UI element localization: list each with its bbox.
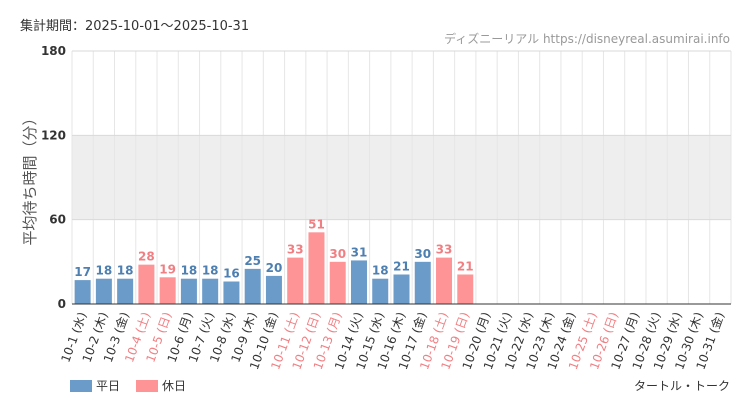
y-tick-120: 120	[41, 128, 66, 142]
value-label-11: 33	[287, 243, 304, 257]
value-label-3: 18	[117, 264, 134, 278]
value-label-13: 30	[329, 247, 346, 261]
legend-swatch-holiday	[136, 380, 158, 392]
value-label-5: 19	[159, 262, 176, 276]
bar-6	[180, 278, 197, 304]
y-tick-180: 180	[41, 44, 66, 58]
legend-label-weekday: 平日	[96, 379, 120, 393]
value-label-1: 17	[74, 265, 91, 279]
value-label-15: 18	[372, 264, 389, 278]
source-label: ディズニーリアル https://disneyreal.asumirai.inf…	[444, 31, 730, 46]
value-label-17: 30	[414, 247, 431, 261]
bar-12	[308, 232, 325, 304]
bar-18	[436, 257, 453, 304]
band-0	[72, 135, 731, 220]
bar-13	[329, 261, 346, 304]
value-label-10: 20	[266, 261, 283, 275]
bar-11	[287, 257, 304, 304]
value-label-18: 33	[436, 243, 453, 257]
bar-19	[457, 274, 474, 304]
attraction-name: タートル・トーク	[634, 379, 730, 393]
bar-9	[244, 268, 261, 304]
value-label-4: 28	[138, 250, 155, 264]
bar-16	[393, 274, 410, 304]
bar-3	[117, 278, 134, 304]
bar-2	[95, 278, 112, 304]
bar-15	[372, 278, 389, 304]
value-label-12: 51	[308, 217, 325, 231]
legend-swatch-weekday	[70, 380, 92, 392]
bar-17	[414, 261, 431, 304]
bar-10	[265, 275, 282, 304]
y-tick-60: 60	[49, 213, 66, 227]
bar-1	[74, 280, 91, 304]
value-label-16: 21	[393, 259, 410, 273]
value-label-19: 21	[457, 259, 474, 273]
legend: 平日 休日	[70, 379, 186, 393]
value-label-6: 18	[181, 264, 198, 278]
bar-5	[159, 277, 176, 304]
legend-label-holiday: 休日	[162, 379, 186, 393]
y-axis-label: 平均待ち時間（分）	[21, 110, 39, 245]
bar-8	[223, 281, 240, 304]
bar-7	[202, 278, 219, 304]
value-label-9: 25	[244, 254, 261, 268]
value-label-2: 18	[96, 264, 113, 278]
period-label: 集計期間：2025-10-01〜2025-10-31	[20, 18, 249, 34]
value-label-7: 18	[202, 264, 219, 278]
y-tick-0: 0	[58, 297, 66, 311]
bar-14	[350, 260, 367, 304]
value-label-14: 31	[351, 245, 368, 259]
value-label-8: 16	[223, 267, 240, 281]
bar-4	[138, 264, 155, 304]
